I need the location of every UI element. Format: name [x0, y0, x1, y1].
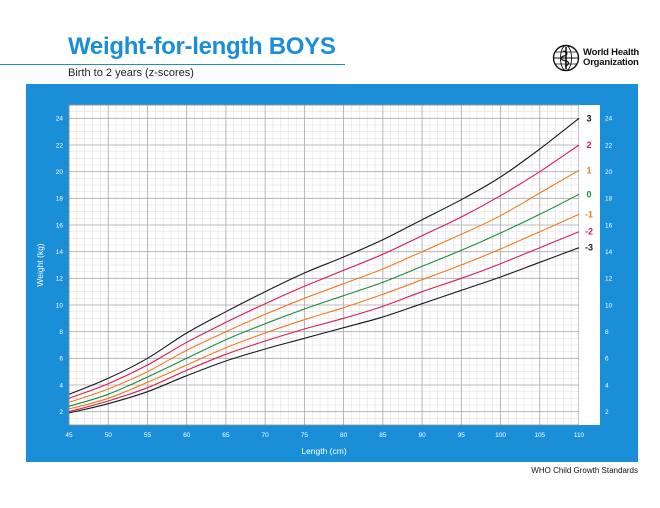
y-tick-label-right: 24	[605, 116, 613, 123]
who-name: World Health Organization	[583, 48, 639, 68]
y-tick-label-left: 4	[59, 382, 63, 389]
y-tick-label-left: 2	[59, 409, 63, 416]
chart-frame: 45 50 55 60 65 70 75 80 85 90 95 100 105 110 2 2 4 4 6 6 8 8 1…	[26, 84, 638, 462]
grid-minor	[69, 104, 579, 426]
y-tick-label-right: 22	[605, 142, 613, 149]
y-tick-label-right: 14	[605, 249, 613, 256]
x-tick-label: 90	[418, 432, 426, 439]
y-tick-label-left: 16	[56, 222, 64, 229]
z-label-minus2: -2	[585, 227, 593, 237]
y-tick-label-right: 6	[605, 356, 609, 363]
who-logo: World Health Organization	[552, 44, 639, 72]
x-tick-label: 60	[183, 432, 191, 439]
z-curve-minus2	[68, 231, 580, 413]
z-score-labels: 3 2 1 0 -1 -2 -3	[585, 113, 593, 252]
x-axis-label: Length (cm)	[301, 446, 347, 456]
x-tick-label: 55	[144, 432, 152, 439]
x-tick-label: 95	[458, 432, 466, 439]
y-tick-label-right: 12	[605, 276, 613, 283]
x-tick-label: 80	[340, 432, 348, 439]
z-curve-2	[68, 144, 580, 399]
y-tick-label-left: 20	[56, 169, 64, 176]
z-curve-1	[68, 169, 580, 403]
x-tick-label: 50	[105, 432, 113, 439]
x-tick-label: 75	[301, 432, 309, 439]
z-curve-minus3	[68, 247, 580, 414]
y-tick-label-left: 6	[59, 356, 63, 363]
y-tick-label-left: 22	[56, 142, 64, 149]
z-curve-0	[68, 193, 580, 407]
x-tick-label: 65	[222, 432, 230, 439]
z-score-curves	[68, 117, 580, 414]
x-tick-label: 100	[495, 432, 506, 439]
z-curve-3	[68, 117, 580, 395]
x-tick-label: 105	[534, 432, 545, 439]
y-tick-label-right: 20	[605, 169, 613, 176]
z-label-minus1: -1	[585, 209, 593, 219]
y-tick-label-right: 4	[605, 382, 609, 389]
who-name-line2: Organization	[583, 57, 639, 68]
z-curve-minus1	[68, 213, 580, 410]
title-rule	[0, 64, 345, 65]
y-tick-label-right: 2	[605, 409, 609, 416]
page-subtitle: Birth to 2 years (z-scores)	[68, 67, 194, 79]
y-tick-label-left: 8	[59, 329, 63, 336]
x-tick-label: 45	[65, 432, 73, 439]
x-tick-label: 110	[574, 432, 585, 439]
y-tick-label-right: 18	[605, 196, 613, 203]
y-tick-label-left: 14	[56, 249, 64, 256]
z-label-2: 2	[586, 140, 591, 150]
y-tick-label-right: 16	[605, 222, 613, 229]
z-label-band	[579, 105, 600, 425]
who-emblem-icon	[552, 44, 580, 72]
y-tick-label-right: 10	[605, 302, 613, 309]
z-label-0: 0	[586, 189, 591, 199]
y-axis-label: Weight (kg)	[35, 243, 45, 286]
y-tick-label-left: 24	[56, 116, 64, 123]
who-name-line1: World Health	[583, 47, 640, 58]
y-tick-label-left: 12	[56, 276, 64, 283]
z-label-3: 3	[586, 113, 591, 123]
x-tick-label: 85	[379, 432, 387, 439]
y-tick-label-left: 18	[56, 196, 64, 203]
z-label-1: 1	[586, 165, 591, 175]
x-tick-label: 70	[262, 432, 270, 439]
page-title: Weight-for-length BOYS	[68, 33, 336, 60]
y-tick-label-right: 8	[605, 329, 609, 336]
footer-credit: WHO Child Growth Standards	[531, 466, 638, 475]
z-label-minus3: -3	[585, 243, 593, 253]
y-tick-label-left: 10	[56, 302, 64, 309]
